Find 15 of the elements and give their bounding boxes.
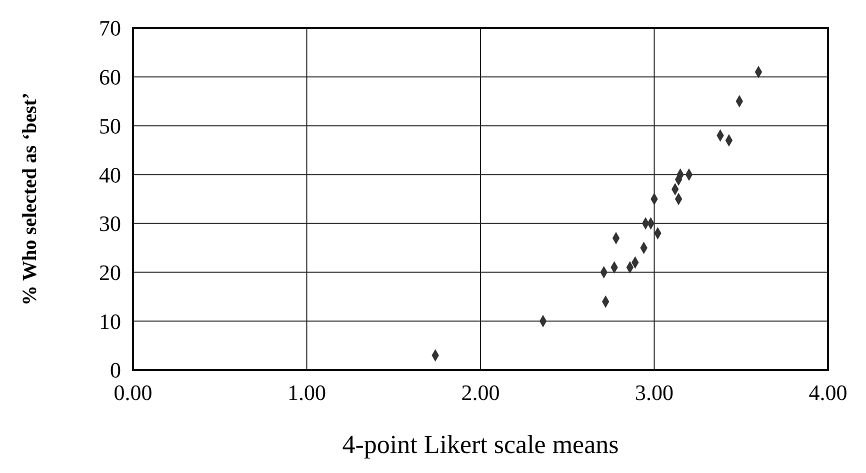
x-tick-label: 3.00 (635, 380, 674, 405)
y-tick-label: 50 (99, 113, 121, 138)
x-tick-label: 4.00 (808, 380, 848, 405)
y-tick-label: 30 (99, 211, 121, 236)
y-tick-label: 40 (99, 162, 121, 188)
y-tick-label: 20 (99, 260, 121, 285)
y-tick-label: 70 (99, 16, 121, 41)
y-tick-label: 10 (99, 308, 121, 334)
x-tick-label: 2.00 (461, 380, 500, 405)
y-tick-label: 60 (99, 64, 121, 90)
y-tick-label: 0 (110, 358, 121, 383)
x-axis-title: 4-point Likert scale means (342, 430, 619, 459)
x-tick-label: 1.00 (288, 380, 326, 405)
y-axis-title: % Who selected as ‘best’ (19, 92, 41, 306)
x-tick-label: 0.00 (114, 380, 152, 405)
